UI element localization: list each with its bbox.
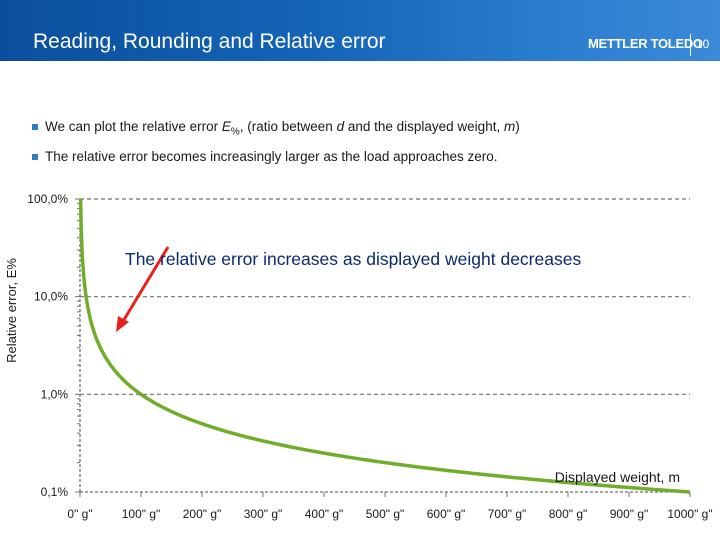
x-tick-label: 100" g" [122, 507, 161, 521]
bullet-text-start: We can plot the relative error [45, 119, 222, 134]
error-subscript: % [230, 126, 240, 138]
x-tick-label: 1000" g" [667, 507, 712, 521]
bullet-list: We can plot the relative error E%, (rati… [32, 119, 692, 168]
x-tick-label: 900" g" [610, 507, 649, 521]
chart-annotation: The relative error increases as displaye… [125, 249, 582, 269]
x-axis-title: Displayed weight, m [555, 469, 680, 485]
error-symbol: E [221, 119, 231, 134]
arrow-head-icon [116, 316, 129, 332]
x-tick-label: 800" g" [549, 507, 588, 521]
arrow-layer [116, 246, 170, 332]
bullet-text-end: ) [515, 119, 520, 134]
brand-logo: METTLER TOLEDO [588, 36, 703, 51]
x-tick-label: 200" g" [183, 507, 222, 521]
x-tick-label: 500" g" [366, 507, 405, 521]
slide-header: Reading, Rounding and Relative error MET… [0, 0, 720, 61]
y-tick-label: 10,0% [34, 290, 68, 304]
axis-layer [75, 198, 691, 497]
y-axis-title: Relative error, E% [4, 258, 19, 363]
relative-error-curve [78, 198, 691, 494]
brand-divider [690, 34, 691, 56]
bullet-text-post: and the displayed weight, [344, 119, 504, 134]
bullet-item: We can plot the relative error E%, (rati… [32, 119, 692, 138]
x-tick-label: 0" g" [67, 507, 92, 521]
bullet-text-mid: , (ratio between [239, 119, 337, 134]
slide-title: Reading, Rounding and Relative error [33, 30, 386, 53]
bullet-item: The relative error becomes increasingly … [32, 149, 692, 168]
x-tick-label: 400" g" [305, 507, 344, 521]
x-tick-label: 600" g" [427, 507, 466, 521]
y-tick-label: 100,0% [27, 192, 68, 206]
bullet-text: The relative error becomes increasingly … [45, 149, 498, 164]
grid-layer [80, 198, 690, 395]
division-symbol: d [336, 119, 345, 134]
relative-error-chart: 100,0% 10,0% 1,0% 0,1% 0" g" 100" g" 200" g" 30… [4, 192, 713, 521]
y-tick-label: 0,1% [41, 485, 69, 499]
y-tick-label: 1,0% [41, 387, 69, 401]
bullet-square-icon [32, 154, 38, 160]
series-layer [78, 198, 691, 494]
label-layer: 100,0% 10,0% 1,0% 0,1% 0" g" 100" g" 200" g" 30… [4, 192, 713, 521]
slide-number: 10 [696, 37, 710, 51]
x-tick-label: 300" g" [244, 507, 283, 521]
weight-symbol: m [503, 119, 516, 134]
annotation-arrow [120, 246, 170, 324]
x-tick-label: 700" g" [488, 507, 527, 521]
bullet-square-icon [32, 124, 38, 130]
